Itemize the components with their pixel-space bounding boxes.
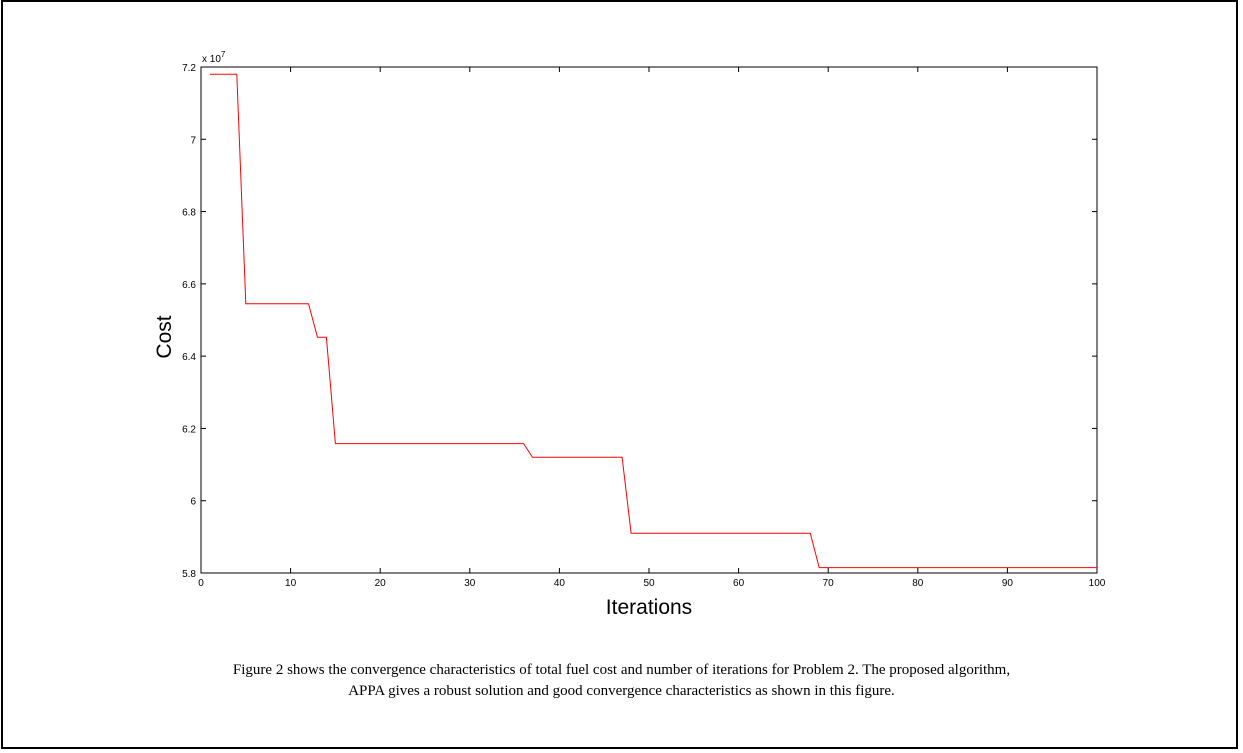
y-tick-label: 6.6 <box>182 280 196 291</box>
caption-line-2: APPA gives a robust solution and good co… <box>348 683 895 699</box>
x-tick-label: 100 <box>1089 578 1106 589</box>
y-tick-labels: 5.8 6 6.2 6.4 6.6 6.8 7 7.2 <box>182 63 196 580</box>
x-axis-title: Iterations <box>606 596 692 619</box>
y-tick-label: 6.2 <box>182 424 196 435</box>
y-tick-label: 5.8 <box>182 569 196 580</box>
x-tick-label: 0 <box>198 578 204 589</box>
caption-line-1: Figure 2 shows the convergence character… <box>232 662 1011 678</box>
y-tick-label: 7 <box>190 135 196 146</box>
y-tick-label: 7.2 <box>182 63 196 74</box>
x-tick-label: 40 <box>554 578 566 589</box>
x-tick-label: 50 <box>643 578 655 589</box>
y-exponent-label: x 107 <box>202 50 226 65</box>
x-tick-label: 10 <box>285 578 297 589</box>
x-tick-label: 30 <box>464 578 476 589</box>
y-tick-label: 6.8 <box>182 208 196 219</box>
cost-series-line <box>210 73 1097 569</box>
x-tick-label: 80 <box>912 578 924 589</box>
plot-area <box>200 66 1098 574</box>
convergence-chart: 0 10 20 30 40 50 60 70 80 90 100 5.8 6 6.2 6.4 6.6 6.8 7… <box>153 50 1106 619</box>
axis-ticks <box>200 66 1098 574</box>
x-tick-label: 70 <box>823 578 835 589</box>
y-tick-label: 6 <box>190 497 196 508</box>
x-tick-label: 20 <box>375 578 387 589</box>
y-exponent-power: 7 <box>221 50 226 59</box>
y-axis-title: Cost <box>153 315 176 358</box>
y-tick-label: 6.4 <box>182 352 196 363</box>
x-tick-label: 90 <box>1002 578 1014 589</box>
figure-caption: Figure 2 shows the convergence character… <box>40 660 1203 702</box>
x-tick-label: 60 <box>733 578 745 589</box>
x-tick-labels: 0 10 20 30 40 50 60 70 80 90 100 <box>198 578 1106 589</box>
